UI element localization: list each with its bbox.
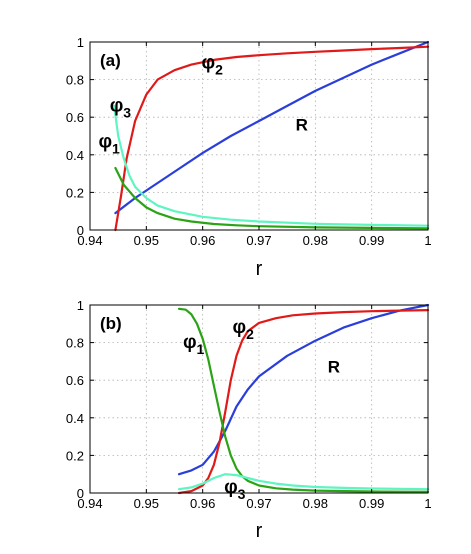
x-tick-label: 0.95: [134, 496, 159, 511]
x-tick-label: 0.97: [246, 233, 271, 248]
series-line-4: [114, 166, 430, 230]
y-tick-label: 1: [77, 298, 84, 313]
x-axis-label: r: [256, 258, 263, 280]
annotation-subscript: 1: [112, 140, 120, 156]
x-tick-label: 0.94: [77, 233, 102, 248]
x-tick-label: 1: [424, 496, 431, 511]
y-tick-label: 0.4: [66, 411, 84, 426]
x-tick-label: 0.94: [77, 496, 102, 511]
series-annotation: φ1: [98, 131, 120, 156]
annotation-symbol: φ: [202, 52, 216, 73]
series-line-2: [114, 45, 430, 232]
series-annotation: φ2: [202, 52, 224, 77]
annotation-symbol: φ: [98, 131, 112, 152]
x-tick-label: 0.95: [134, 233, 159, 248]
y-tick-label: 0.6: [66, 373, 84, 388]
series-line-3: [113, 104, 430, 227]
panel-label: (b): [100, 314, 122, 333]
series-line-1: [114, 40, 430, 215]
x-tick-label: 0.99: [359, 233, 384, 248]
panel-a: 0.94 0.95 0.96 0.97 0.98 0.99 1 0 0.2 0.4 0.6 0.8 1 r…: [66, 35, 432, 280]
annotation-symbol: R: [328, 358, 340, 377]
x-tick-label: 0.98: [303, 233, 328, 248]
y-tick-label: 0.8: [66, 73, 84, 88]
y-tick-label: 0.6: [66, 110, 84, 125]
series-line-1: [177, 303, 430, 476]
annotation-symbol: φ: [110, 96, 124, 117]
series-annotation: R: [328, 358, 340, 377]
annotation-subscript: 2: [246, 326, 254, 342]
annotation-subscript: 2: [215, 61, 223, 77]
annotation-subscript: 1: [197, 341, 205, 357]
x-tick-label: 0.98: [303, 496, 328, 511]
x-tick-label: 0.96: [190, 233, 215, 248]
x-tick-label: 1: [424, 233, 431, 248]
series-line-2: [177, 309, 430, 495]
panel-b: 0.94 0.95 0.96 0.97 0.98 0.99 1 0 0.2 0.4 0.6 0.8 1 r…: [66, 298, 432, 542]
annotation-symbol: R: [296, 115, 308, 134]
y-tick-label: 0.2: [66, 185, 84, 200]
annotation-symbol: φ: [233, 317, 247, 338]
series-annotation: φ3: [224, 477, 246, 502]
y-tick-label: 0.2: [66, 448, 84, 463]
y-tick-label: 0: [77, 223, 84, 238]
annotation-subscript: 3: [123, 105, 131, 121]
series-annotation: φ3: [110, 96, 132, 121]
series-line-3: [177, 307, 430, 493]
y-tick-label: 1: [77, 35, 84, 50]
annotation-symbol: φ: [224, 477, 238, 498]
series-annotation: R: [296, 115, 308, 134]
series-annotation: φ1: [183, 332, 205, 357]
x-axis-label: r: [256, 520, 263, 542]
annotation-symbol: φ: [183, 332, 197, 353]
annotation-subscript: 3: [238, 486, 246, 502]
x-tick-label: 0.99: [359, 496, 384, 511]
series-line-4: [177, 473, 430, 491]
y-tick-label: 0.4: [66, 148, 84, 163]
panel-label: (a): [100, 51, 121, 70]
series-annotation: φ2: [233, 317, 255, 342]
y-tick-label: 0.8: [66, 336, 84, 351]
y-tick-label: 0: [77, 486, 84, 501]
x-tick-label: 0.97: [246, 496, 271, 511]
x-tick-label: 0.96: [190, 496, 215, 511]
